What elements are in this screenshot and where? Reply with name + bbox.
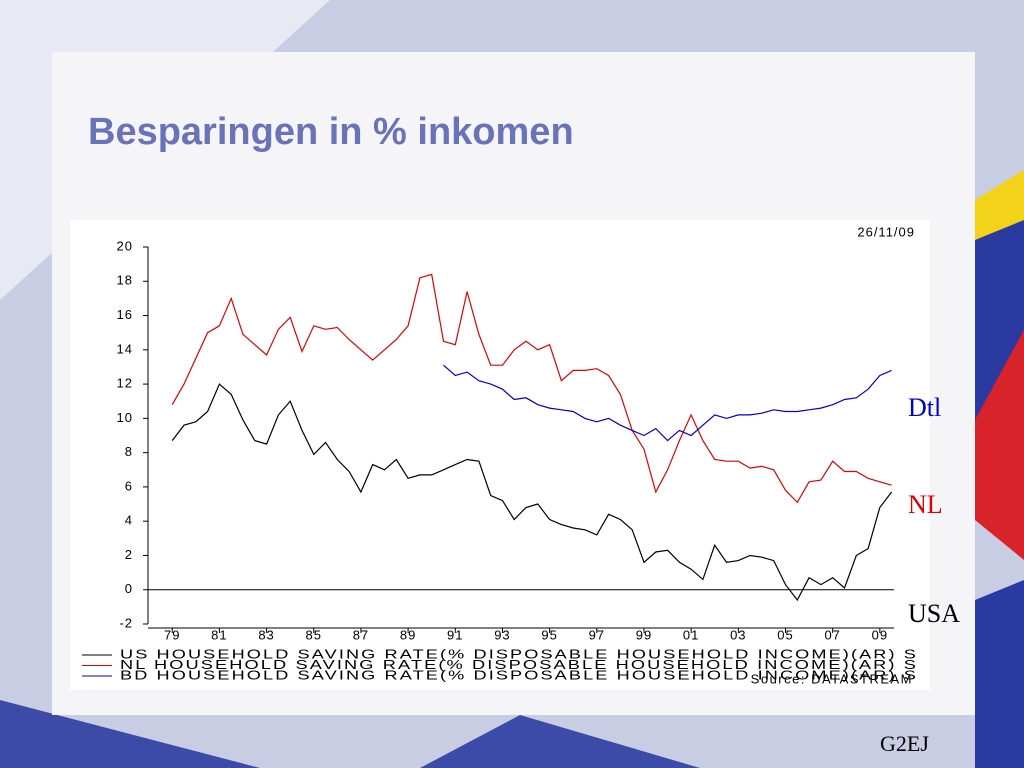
x-tick-label: 03 <box>730 627 746 642</box>
legend-label: BD HOUSEHOLD SAVING RATE(% DISPOSABLE HO… <box>120 667 918 682</box>
x-tick-label: 07 <box>824 627 840 642</box>
decor <box>975 580 1024 768</box>
chart-source: Source: DATASTREAM <box>751 671 913 686</box>
y-tick-label: 0 <box>125 581 133 596</box>
x-tick-label: 05 <box>777 627 793 642</box>
x-tick-label: 93 <box>494 627 510 642</box>
x-tick-label: 89 <box>400 627 416 642</box>
x-tick-label: 01 <box>683 627 699 642</box>
legend-label: NL HOUSEHOLD SAVING RATE(% DISPOSABLE HO… <box>120 657 918 672</box>
legend-label: US HOUSEHOLD SAVING RATE(% DISPOSABLE HO… <box>120 646 918 661</box>
x-tick-label: 85 <box>306 627 322 642</box>
y-tick-label: 14 <box>117 341 133 356</box>
chart-date: 26/11/09 <box>857 224 915 239</box>
x-tick-label: 91 <box>447 627 463 642</box>
series-line <box>171 273 892 504</box>
y-tick-label: 10 <box>117 410 133 425</box>
y-tick-label: 12 <box>117 376 133 391</box>
x-tick-label: 97 <box>589 627 605 642</box>
series-annotation: Dtl <box>908 393 941 422</box>
y-tick-label: 2 <box>125 547 133 562</box>
footer-code: G2EJ <box>880 731 929 756</box>
series-line <box>443 364 892 442</box>
y-tick-label: 20 <box>117 238 133 253</box>
decor <box>420 715 700 768</box>
x-tick-label: 79 <box>164 627 180 642</box>
x-tick-label: 09 <box>872 627 888 642</box>
chart-area <box>70 220 930 690</box>
decor <box>975 330 1024 560</box>
y-tick-label: 8 <box>125 444 133 459</box>
slide-title: Besparingen in % inkomen <box>88 111 574 153</box>
x-tick-label: 81 <box>211 627 227 642</box>
x-tick-label: 87 <box>353 627 369 642</box>
y-tick-label: 18 <box>117 273 133 288</box>
series-annotation: USA <box>908 599 960 628</box>
y-tick-label: -2 <box>119 615 133 630</box>
x-tick-label: 95 <box>541 627 557 642</box>
y-tick-label: 4 <box>125 513 133 528</box>
decor <box>0 700 260 768</box>
x-tick-label: 83 <box>258 627 274 642</box>
x-tick-label: 99 <box>636 627 652 642</box>
y-tick-label: 6 <box>125 478 133 493</box>
series-annotation: NL <box>908 490 943 519</box>
y-tick-label: 16 <box>117 307 133 322</box>
series-line <box>171 383 893 602</box>
